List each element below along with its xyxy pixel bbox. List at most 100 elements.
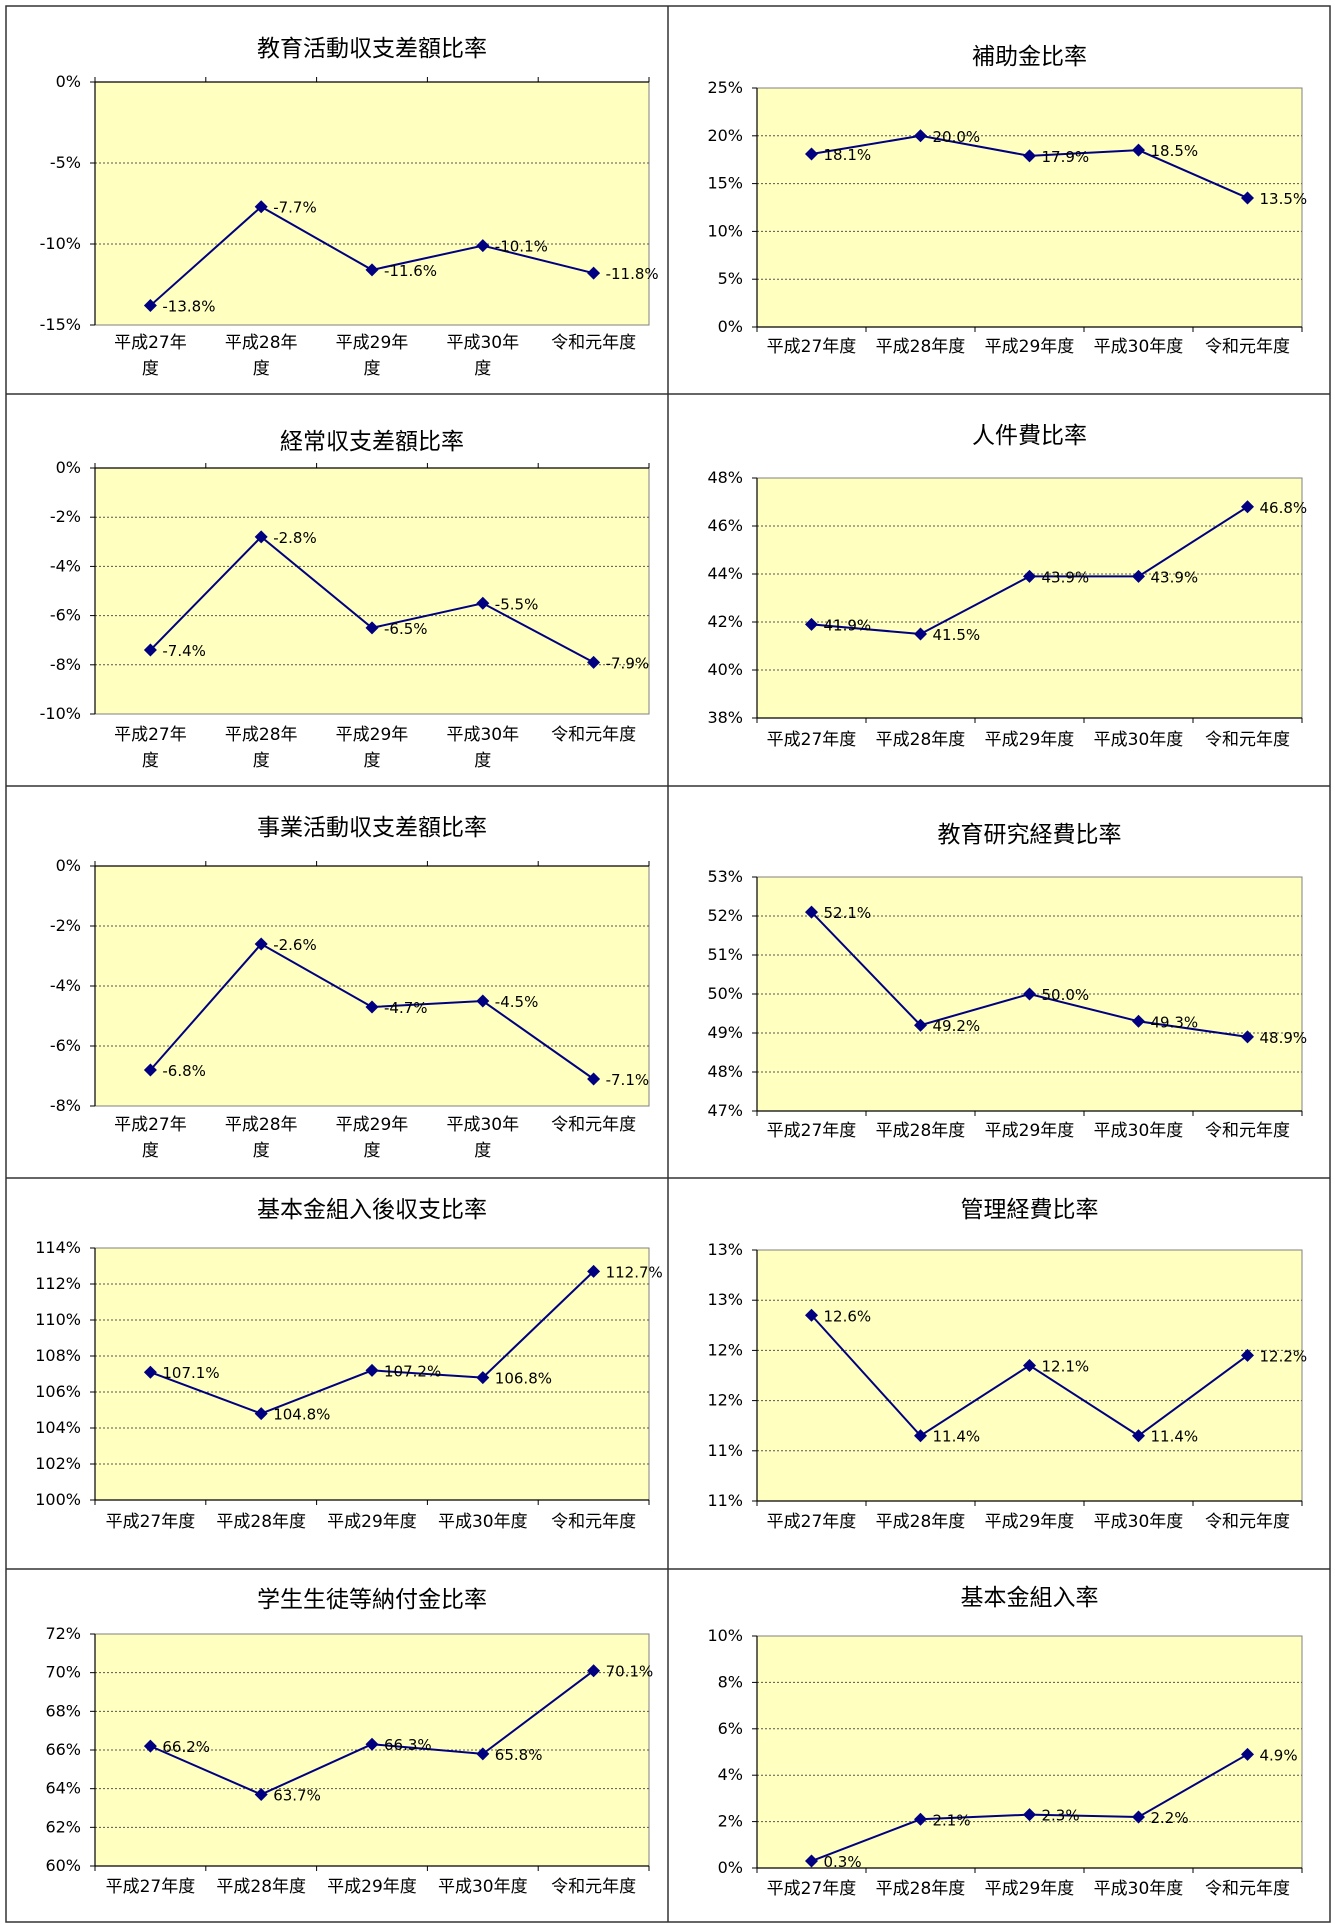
x-category-label: 平成27年 [114,1115,187,1135]
chart-3: 経常収支差額比率 0% -2% -4% -6% -8% -10% 平成27年度 平成28年度 平成… [40,429,650,771]
y-tick-label: -8% [50,1096,81,1115]
data-point [1241,191,1254,205]
x-category-label: 度 [364,359,381,379]
data-point [476,239,490,253]
y-tick-label: 44% [707,564,743,583]
x-category-label: 令和元年度 [1205,1512,1290,1532]
y-tick-label: -2% [50,507,81,526]
data-point [587,1264,601,1278]
data-label: 20.0% [933,128,981,146]
data-label: 66.3% [384,1736,432,1754]
chart-title: 基本金組入後収支比率 [257,1197,487,1223]
y-tick-label: 5% [718,269,743,288]
x-category-label: 平成27年度 [106,1877,196,1897]
y-tick-label: 68% [45,1701,81,1720]
x-category-label: 令和元年度 [1205,730,1290,750]
chart-title: 管理経費比率 [961,1197,1099,1223]
x-category-label: 度 [474,359,491,379]
y-tick-label: 0% [718,317,743,336]
data-point [1132,1429,1145,1443]
data-label: -4.7% [384,999,428,1017]
data-label: 107.2% [384,1362,441,1380]
x-category-label: 平成30年度 [438,1512,528,1532]
data-label: 18.5% [1151,142,1199,160]
data-label: -7.1% [606,1071,650,1089]
data-point [143,1365,157,1379]
y-tick-label: 0% [56,856,81,875]
y-tick-label: 51% [707,945,743,964]
x-category-label: 度 [253,1141,270,1161]
data-point [914,1429,927,1443]
chart-title: 経常収支差額比率 [280,429,464,455]
y-tick-label: 0% [56,458,81,477]
data-label: 4.9% [1260,1746,1298,1764]
chart-title: 教育研究経費比率 [938,822,1122,848]
y-tick-label: 53% [707,867,743,886]
x-category-label: 令和元年度 [1205,1121,1290,1141]
x-category-label: 平成30年度 [438,1877,528,1897]
x-category-label: 平成28年度 [216,1877,306,1897]
y-tick-label: 108% [35,1346,81,1365]
plot-area [94,467,650,715]
x-category-label: 平成30年度 [1094,1879,1184,1899]
x-category-label: 平成28年 [225,333,298,353]
data-label: 63.7% [273,1786,321,1804]
data-label: -6.5% [384,620,428,638]
y-tick-label: 15% [707,174,743,193]
y-tick-label: 106% [35,1382,81,1401]
data-point [365,1000,379,1014]
y-tick-label: 47% [707,1101,743,1120]
y-tick-label: 52% [707,906,743,925]
data-point [365,621,379,635]
y-tick-label: 10% [707,221,743,240]
data-label: -10.1% [495,238,548,256]
x-category-label: 度 [474,751,491,771]
data-label: 13.5% [1260,190,1308,208]
y-tick-label: 66% [45,1740,81,1759]
y-tick-label: 49% [707,1023,743,1042]
data-point [805,1854,818,1868]
y-tick-label: 38% [707,708,743,727]
data-point [1132,1014,1145,1028]
data-label: 0.3% [824,1853,862,1871]
data-point [914,627,927,641]
y-tick-label: -6% [50,1036,81,1055]
y-tick-label: 2% [718,1812,743,1831]
data-label: 43.9% [1151,568,1199,586]
x-category-label: 平成30年度 [1094,337,1184,357]
y-tick-label: -8% [50,655,81,674]
data-label: -11.8% [606,265,659,283]
x-category-label: 平成29年 [336,1115,409,1135]
data-point [143,1063,157,1077]
y-tick-label: 8% [718,1672,743,1691]
x-category-label: 平成30年 [446,333,519,353]
x-category-label: 平成27年度 [767,337,857,357]
data-label: 70.1% [606,1663,654,1681]
data-point [476,596,490,610]
x-category-label: 平成27年度 [767,730,857,750]
x-category-label: 平成30年 [446,725,519,745]
x-category-label: 平成28年 [225,1115,298,1135]
x-category-label: 平成30年 [446,1115,519,1135]
chart-5: 事業活動収支差額比率 0% -2% -4% -6% -8% 平成27年度 平成28年度 平成29… [50,815,650,1161]
data-label: 48.9% [1260,1029,1308,1047]
data-point [805,617,818,631]
data-label: -11.6% [384,262,437,280]
data-label: 12.6% [824,1307,872,1325]
x-category-label: 平成28年度 [876,1879,966,1899]
data-point [365,1737,379,1751]
x-category-label: 平成29年度 [327,1512,417,1532]
x-category-label: 平成29年度 [985,1512,1075,1532]
y-tick-label: 114% [35,1238,81,1257]
data-point [587,655,601,669]
x-category-label: 度 [142,751,159,771]
data-label: -7.4% [162,642,206,660]
data-label: 112.7% [606,1263,663,1281]
x-category-label: 度 [142,359,159,379]
data-point [1241,1348,1254,1362]
data-point [1023,1808,1036,1822]
chart-1: 教育活動収支差額比率 0% -5% -10% -15% 平成27年度 平成28年度 平成29年… [40,36,659,379]
x-category-label: 平成29年度 [985,337,1075,357]
data-label: 106.8% [495,1370,552,1388]
data-label: 104.8% [273,1406,330,1424]
